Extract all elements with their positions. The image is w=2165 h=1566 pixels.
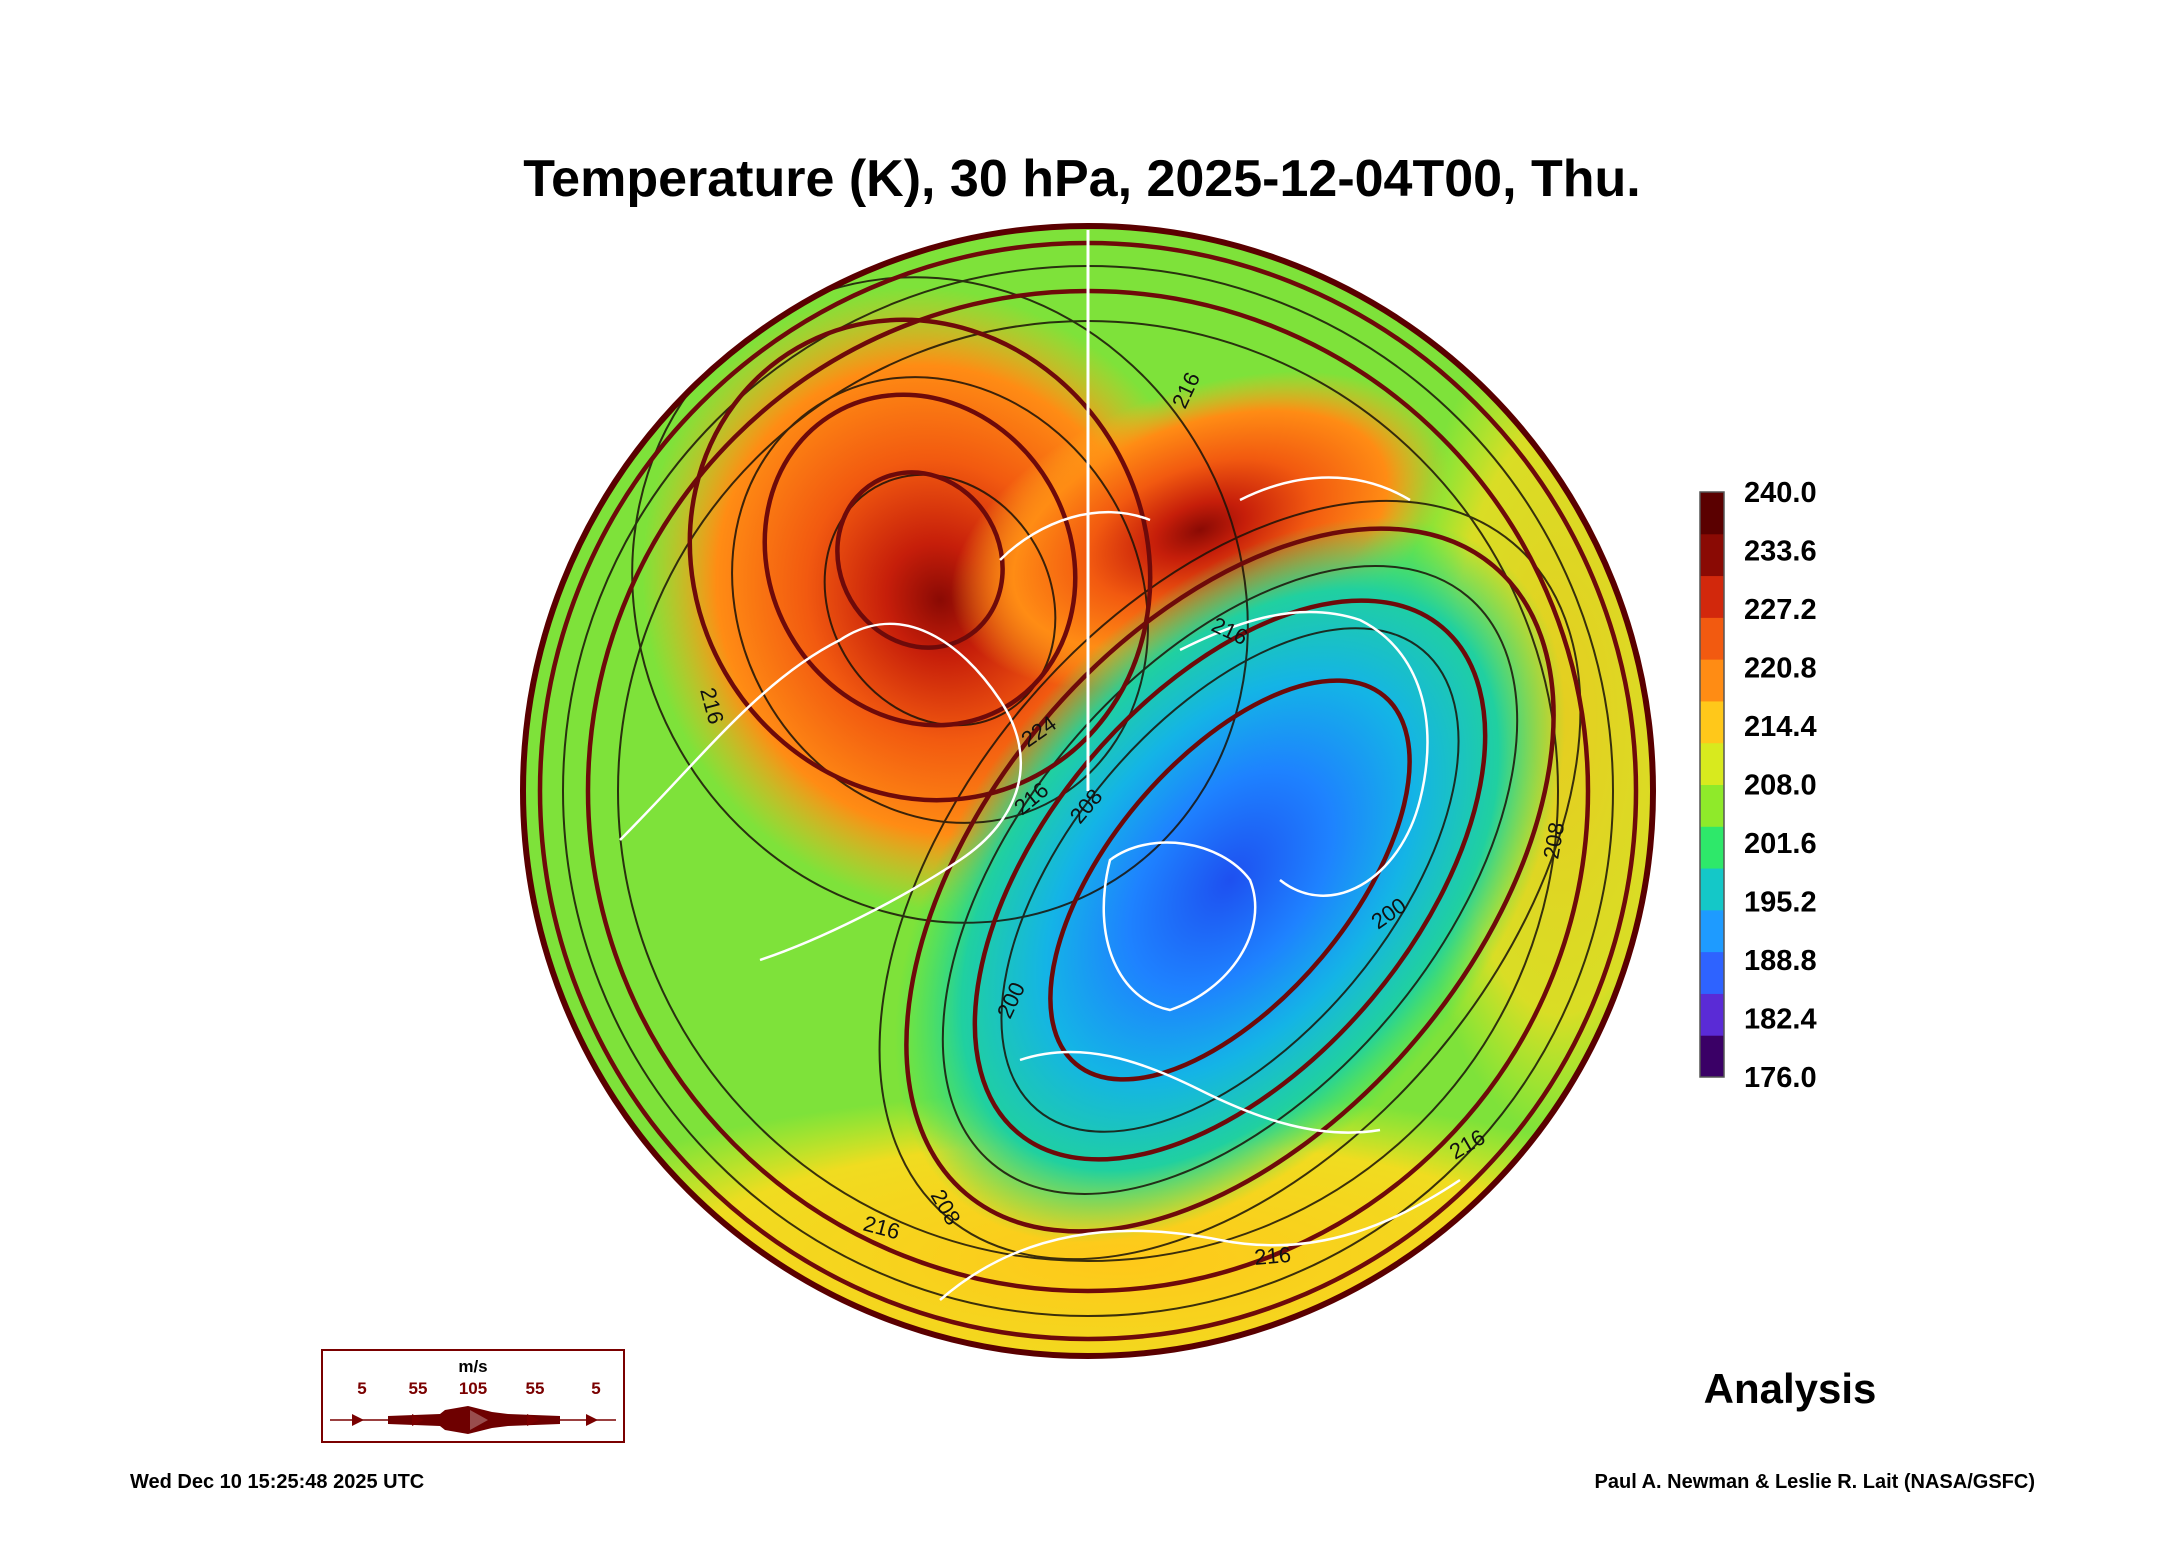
coastline-greenland: [1102, 841, 1257, 1012]
wind-legend-speed: 55: [526, 1379, 545, 1398]
colorbar-tick-label: 220.8: [1744, 653, 1817, 685]
wind-legend-arrowhead: [352, 1414, 364, 1426]
wind-legend-speed: 5: [591, 1379, 600, 1398]
coastline-north-america: [1179, 610, 1429, 897]
colorbar-tick-label: 176.0: [1744, 1062, 1817, 1094]
colorbar-tick-label: 188.8: [1744, 945, 1817, 977]
streamline: [835, 470, 1005, 650]
wind-legend-arrowhead: [586, 1414, 598, 1426]
contour-line: [941, 565, 1519, 1195]
contour-label: 216: [1253, 1242, 1292, 1270]
coastline-europe: [1019, 1050, 1381, 1134]
credit-line: Paul A. Newman & Leslie R. Lait (NASA/GS…: [1595, 1471, 2035, 1493]
contour-line: [1000, 627, 1460, 1133]
colorbar-band: [1700, 492, 1724, 535]
streamline: [1048, 678, 1412, 1082]
wind-legend-arrow-shape: [388, 1406, 560, 1434]
wind-legend-arrowhead: [412, 1414, 424, 1426]
colorbar-gradient: [1700, 492, 1724, 1078]
streamline: [687, 317, 1153, 803]
wind-speed-legend: m/s 5 55 105 55 5: [321, 1349, 625, 1443]
contour-line: [823, 473, 1057, 727]
colorbar-band: [1700, 993, 1724, 1036]
colorbar: 240.0 233.6 227.2 220.8 214.4 208.0 201.6 195.2…: [1699, 477, 1817, 1094]
colorbar-band: [1700, 826, 1724, 869]
colorbar-band: [1700, 909, 1724, 953]
coastline-south-rim: [939, 1178, 1461, 1301]
colorbar-band: [1700, 742, 1724, 785]
colorbar-tick-labels: 240.0 233.6 227.2 220.8 214.4 208.0 201.6 195.2…: [1744, 477, 1817, 1094]
colorbar-tick-label: 182.4: [1744, 1004, 1817, 1036]
colorbar-tick-label: 214.4: [1744, 711, 1817, 743]
colorbar-band: [1700, 1035, 1724, 1078]
coastlines: [619, 476, 1461, 1301]
product-type-label: Analysis: [1704, 1365, 1877, 1412]
wind-legend-unit: m/s: [458, 1357, 487, 1376]
generation-timestamp: Wed Dec 10 15:25:48 2025 UTC: [130, 1471, 424, 1493]
colorbar-band: [1700, 784, 1724, 827]
wind-legend-speed: 55: [409, 1379, 428, 1398]
wind-legend-arrowhead: [527, 1414, 539, 1426]
colorbar-tick-label: 208.0: [1744, 770, 1817, 802]
colorbar-band: [1700, 533, 1724, 577]
chart-title: Temperature (K), 30 hPa, 2025-12-04T00, …: [523, 150, 1640, 208]
wind-legend-arrowhead: [470, 1410, 488, 1430]
colorbar-tick-label: 233.6: [1744, 536, 1817, 568]
colorbar-band: [1700, 951, 1724, 994]
colorbar-frame: [1699, 491, 1725, 1078]
polar-map: 216 216 216 224 216 208 200 200 208 216 …: [520, 223, 1656, 1359]
contour-line: [878, 499, 1582, 1261]
colorbar-band: [1700, 700, 1724, 744]
colorbar-tick-label: 201.6: [1744, 828, 1817, 860]
wind-legend-speed: 105: [459, 1379, 487, 1398]
streamline: [904, 526, 1556, 1234]
wind-legend-speed: 5: [357, 1379, 366, 1398]
colorbar-band: [1700, 868, 1724, 911]
colorbar-tick-label: 227.2: [1744, 594, 1817, 626]
colorbar-band: [1700, 575, 1724, 618]
colorbar-band: [1700, 617, 1724, 660]
map-boundary: [520, 223, 1656, 1359]
colorbar-tick-label: 195.2: [1744, 887, 1817, 919]
colorbar-band: [1700, 659, 1724, 702]
coastline-arctic-islands: [999, 476, 1411, 561]
coastline-eurasia: [619, 622, 1022, 962]
colorbar-tick-label: 240.0: [1744, 477, 1817, 509]
